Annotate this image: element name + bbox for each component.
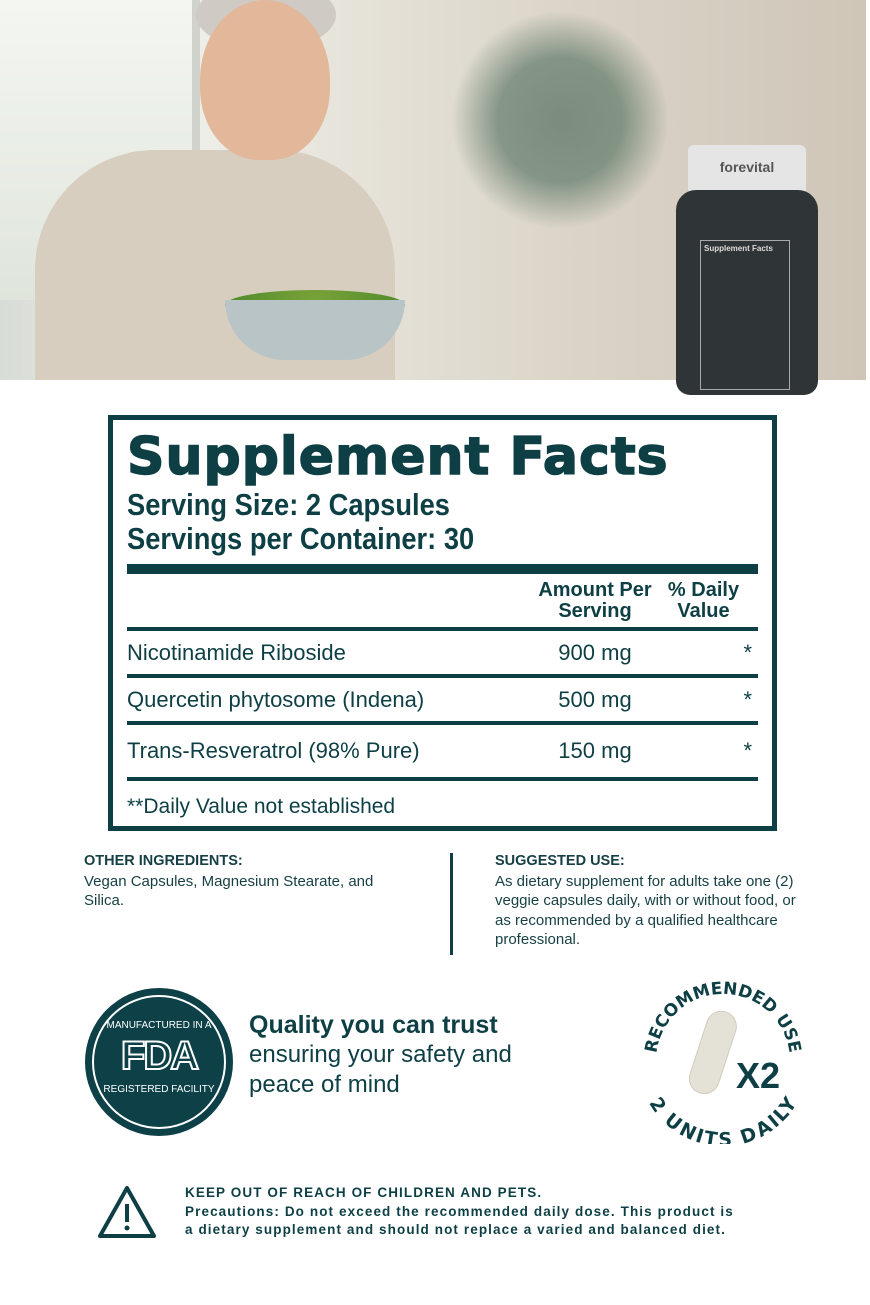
arc-bottom-text: 2 UNITS DAILY — [645, 1093, 802, 1144]
bottle-cap: forevital — [688, 145, 806, 195]
other-ingredients-title: OTHER INGREDIENTS: — [84, 853, 243, 869]
thick-divider — [127, 564, 758, 574]
facts-row: Nicotinamide Riboside 900 mg * — [127, 631, 758, 678]
recommended-use-badge: RECOMMENDED USE 2 UNITS DAILY X2 — [641, 979, 804, 1144]
quality-line2: peace of mind — [249, 1071, 400, 1098]
warning-line3: a dietary supplement and should not repl… — [185, 1222, 726, 1237]
quality-line1: ensuring your safety and — [249, 1041, 512, 1068]
bottle-brand: forevital — [719, 159, 775, 175]
ingredient-name: Quercetin phytosome (Indena) — [127, 686, 425, 712]
amount-header: Amount Per Serving — [538, 578, 652, 622]
vertical-divider — [450, 853, 453, 955]
ingredient-amount: 150 mg — [558, 738, 632, 763]
quality-statement: Quality you can trust ensuring your safe… — [249, 1010, 512, 1100]
servings-per-container: Servings per Container: 30 — [127, 521, 475, 556]
other-ingredients: OTHER INGREDIENTS: Vegan Capsules, Magne… — [84, 852, 404, 911]
fda-badge-top: MANUFACTURED IN A — [106, 1020, 212, 1031]
suggested-use: SUGGESTED USE: As dietary supplement for… — [495, 852, 800, 950]
fda-logo: FDA — [120, 1033, 200, 1079]
facts-header: Amount Per Serving % Daily Value — [127, 574, 758, 631]
ingredient-name: Nicotinamide Riboside — [127, 639, 346, 665]
fda-badge: MANUFACTURED IN A FDA REGISTERED FACILIT… — [85, 988, 233, 1136]
plant — [450, 10, 670, 230]
supplement-facts-panel: Supplement Facts Serving Size: 2 Capsule… — [108, 415, 777, 831]
warning-line2: Precautions: Do not exceed the recommend… — [185, 1203, 734, 1219]
ingredient-amount: 500 mg — [558, 686, 632, 712]
ingredient-dv: * — [743, 738, 752, 763]
bottle-label: Supplement Facts — [700, 240, 790, 390]
facts-footnote: **Daily Value not established — [127, 795, 396, 818]
facts-title: Supplement Facts — [126, 426, 669, 488]
quality-headline: Quality you can trust — [249, 1011, 498, 1039]
ingredient-dv: * — [743, 639, 752, 665]
ingredient-amount: 900 mg — [558, 639, 632, 665]
warning-text: KEEP OUT OF REACH OF CHILDREN AND PETS. … — [185, 1184, 734, 1240]
ingredient-name: Trans-Resveratrol (98% Pure) — [127, 738, 420, 763]
suggested-use-text: As dietary supplement for adults take on… — [495, 872, 796, 949]
suggested-use-title: SUGGESTED USE: — [495, 853, 625, 869]
capsule-icon — [688, 1010, 737, 1095]
warning-line1: KEEP OUT OF REACH OF CHILDREN AND PETS. — [185, 1185, 543, 1200]
facts-row: Trans-Resveratrol (98% Pure) 150 mg * — [127, 725, 758, 781]
facts-row: Quercetin phytosome (Indena) 500 mg * — [127, 678, 758, 725]
warning-icon — [98, 1186, 156, 1238]
daily-value-header: % Daily Value — [667, 578, 740, 622]
ingredient-dv: * — [743, 686, 752, 712]
serving-size: Serving Size: 2 Capsules — [127, 487, 450, 522]
other-ingredients-text: Vegan Capsules, Magnesium Stearate, and … — [84, 872, 374, 910]
multiplier: X2 — [736, 1055, 780, 1096]
woman-face — [200, 0, 330, 160]
product-bottle: forevital Supplement Facts — [676, 145, 818, 395]
bottle-jar — [676, 190, 818, 395]
salad-bowl — [225, 300, 405, 360]
fda-badge-bottom: REGISTERED FACILITY — [103, 1084, 215, 1095]
